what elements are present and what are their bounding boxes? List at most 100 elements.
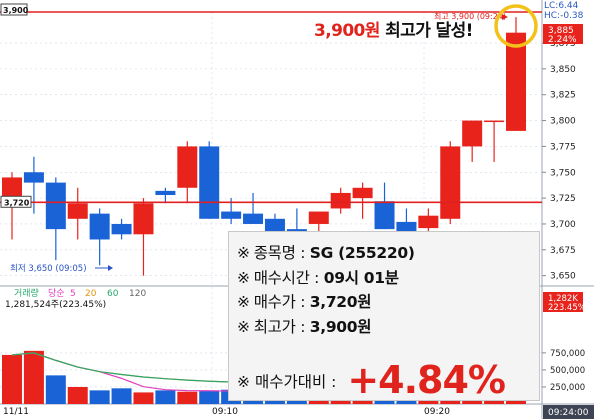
candle-body (177, 146, 198, 188)
current-price-pct: 2.24% (548, 35, 577, 45)
callout-text: 최고가 달성! (385, 21, 473, 41)
hc-label: HC:-0.38 (544, 11, 584, 21)
trade-info-box: ※ 종목명 : SG (255220) ※ 매수시간 : 09시 01분 ※ 매수가 … (228, 231, 540, 402)
info-return: ※ 매수가대비 : +4.84% (237, 358, 539, 402)
info-stock-name: ※ 종목명 : SG (255220) (237, 241, 539, 266)
top-price-tag (0, 3, 28, 16)
info-mark: ※ (237, 268, 250, 287)
volume-tick-label: 500,000 (550, 366, 585, 376)
candle-body (352, 187, 373, 199)
volume-ma-legend-item: 120 (129, 289, 146, 299)
time-cursor-label: 09:24:00 (548, 408, 589, 418)
info-mark: ※ (237, 293, 250, 311)
volume-ma-legend-item: 당순 (48, 288, 65, 299)
volume-tick-label: 250,000 (550, 383, 585, 393)
candle-body (506, 32, 526, 131)
price-tick-label: 3,750 (550, 168, 576, 178)
info-mark: ※ (237, 244, 250, 262)
info-return-value: +4.84% (347, 358, 506, 402)
price-tick-label: 3,675 (550, 246, 576, 256)
buy-price-tag (0, 195, 32, 208)
candle-body (396, 221, 417, 233)
volume-bar (199, 391, 220, 404)
candle-body (462, 120, 483, 147)
candle-body (2, 177, 22, 199)
current-volume-pct: 223.45% (548, 303, 586, 313)
candle-body (155, 190, 176, 196)
candle-body (308, 211, 329, 224)
price-tick-label: 3,700 (550, 220, 576, 230)
price-tick-label: 3,775 (550, 142, 576, 152)
volume-summary: 1,281,524주(223.45%) (5, 299, 106, 310)
current-price: 3,885 (548, 26, 574, 36)
candle-body (133, 203, 154, 235)
volume-ma-legend-item: 20 (85, 289, 97, 299)
info-label: 매수시간 : (253, 268, 324, 287)
volume-bar (111, 388, 132, 404)
candle-body (89, 213, 110, 240)
volume-bar (45, 375, 66, 404)
candle-body (484, 120, 505, 123)
candle-body (23, 172, 44, 183)
highlight-circle (494, 4, 538, 48)
info-label: 매수가 : (253, 293, 310, 311)
time-cursor-tag (543, 405, 594, 419)
info-label: 종목명 : (253, 244, 310, 262)
info-label: 최고가 : (253, 317, 310, 336)
info-value: 3,900원 (309, 317, 372, 336)
current-volume-tag (543, 292, 583, 312)
candle-body (330, 192, 351, 209)
price-tick-label: 3,725 (550, 194, 576, 204)
candles (2, 17, 526, 276)
current-price-tag (543, 24, 583, 44)
volume-bar (89, 390, 110, 404)
volume-axis: 750,000 500,000 250,000 (542, 349, 585, 393)
info-high-price: ※ 최고가 : 3,900원 (237, 315, 539, 340)
info-mark: ※ (237, 317, 250, 336)
volume-bar (2, 354, 22, 404)
volume-bar (23, 350, 44, 404)
price-tick-label: 3,850 (550, 65, 576, 75)
low-marker-arrowhead (108, 265, 113, 271)
info-buy-time: ※ 매수시간 : 09시 01분 (237, 266, 539, 291)
price-tick-label: 3,800 (550, 117, 576, 127)
low-marker-label: 최저 3,650 (09:05) (10, 263, 87, 274)
candle-body (199, 146, 220, 219)
buy-price-tag-label: 3,720 (4, 198, 30, 207)
high-marker-arrowhead (502, 14, 508, 20)
high-marker-label: 최고 3,900 (09:24) (434, 11, 506, 21)
candle-body (45, 182, 66, 230)
price-tick-label: 3,650 (550, 272, 576, 282)
info-value: 09시 01분 (323, 268, 399, 287)
info-value: SG (255220) (309, 244, 415, 262)
candle-body (111, 223, 132, 235)
info-return-label: 매수가대비 : (254, 373, 342, 391)
volume-bar (177, 391, 198, 404)
volume-ma-legend-item: 60 (107, 289, 119, 299)
candle-body (374, 201, 395, 230)
time-label-date: 11/11 (3, 407, 29, 417)
volume-legend-title: 거래량 (14, 287, 39, 299)
volume-bar (155, 390, 176, 404)
callout-price: 3,900원 (314, 21, 380, 41)
volume-tick-label: 750,000 (550, 349, 585, 359)
high-reached-callout: 3,900원 최고가 달성! (314, 16, 473, 41)
info-value: 3,720원 (309, 293, 372, 311)
price-tick-label: 3,825 (550, 91, 576, 101)
candle-body (243, 213, 264, 224)
candle-body (67, 203, 88, 219)
volume-ma-legend-item: 5 (70, 289, 76, 299)
top-price-tag-label: 3,900 (3, 6, 29, 15)
time-label-0920: 09:20 (424, 407, 450, 417)
lc-label: LC:6.44 (544, 1, 579, 11)
price-axis: 3,875 3,850 3,825 3,800 3,775 3,750 3,725 3,700… (542, 39, 576, 282)
candle-body (221, 211, 242, 219)
volume-ma-legend: 당순 5 20 60 120 (48, 288, 146, 299)
info-buy-price: ※ 매수가 : 3,720원 (237, 290, 539, 315)
volume-bar (67, 386, 88, 404)
time-label-0910: 09:10 (212, 407, 238, 417)
info-mark: ※ (237, 373, 250, 391)
volume-bar (133, 392, 154, 404)
candle-body (440, 146, 461, 219)
